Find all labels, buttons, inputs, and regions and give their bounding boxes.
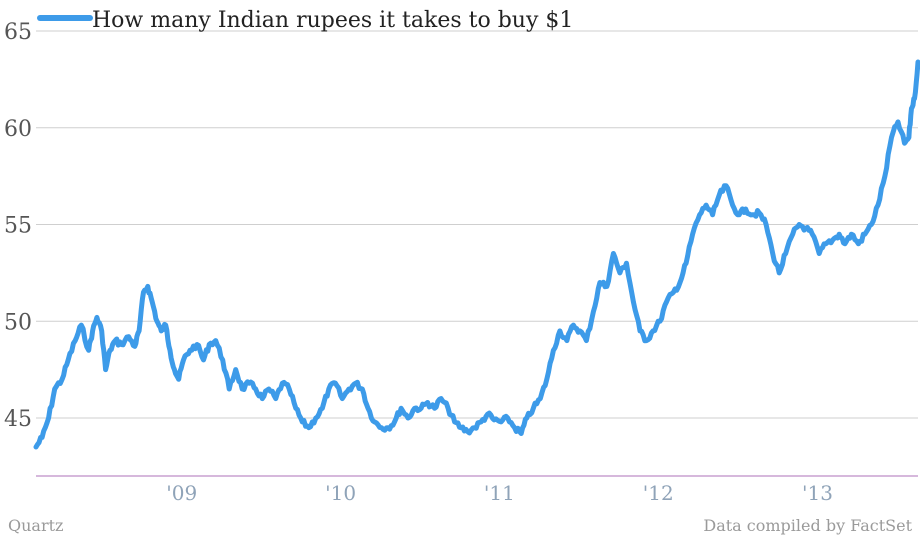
legend: How many Indian rupees it takes to buy $… — [37, 8, 573, 33]
x-tick-label-09: '09 — [166, 481, 197, 505]
x-tick-label-11: '11 — [484, 481, 515, 505]
y-tick-label-50: 50 — [4, 310, 32, 335]
y-axis-tick-labels: 45 50 55 60 65 — [4, 20, 32, 432]
x-tick-label-10: '10 — [325, 481, 356, 505]
x-tick-label-13: '13 — [802, 481, 833, 505]
legend-label: How many Indian rupees it takes to buy $… — [92, 8, 573, 33]
y-tick-label-45: 45 — [4, 407, 32, 432]
x-tick-label-12: '12 — [643, 481, 674, 505]
x-axis-tick-labels: '09 '10 '11 '12 '13 — [166, 481, 833, 505]
brand-credit: Quartz — [8, 516, 64, 535]
y-tick-label-55: 55 — [4, 214, 32, 239]
series-line-rupees-per-dollar — [33, 59, 920, 450]
gridlines — [36, 30, 918, 419]
y-tick-label-60: 60 — [4, 117, 32, 142]
source-credit: Data compiled by FactSet — [703, 516, 912, 535]
y-tick-label-65: 65 — [4, 20, 32, 45]
